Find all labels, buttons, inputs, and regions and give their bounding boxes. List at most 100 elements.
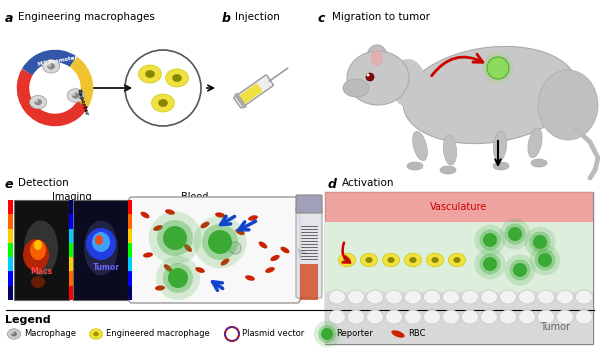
Text: c: c: [318, 12, 325, 25]
Text: Tumor: Tumor: [540, 322, 570, 332]
Text: a: a: [5, 12, 13, 25]
Ellipse shape: [404, 310, 421, 324]
Text: Vasculature: Vasculature: [430, 202, 488, 212]
Text: Legend: Legend: [5, 315, 50, 325]
Bar: [128, 200, 132, 214]
Ellipse shape: [443, 290, 460, 304]
Ellipse shape: [338, 253, 356, 267]
Bar: [73, 200, 128, 300]
Ellipse shape: [164, 264, 172, 272]
Ellipse shape: [391, 59, 425, 107]
Ellipse shape: [347, 310, 365, 324]
Ellipse shape: [235, 229, 245, 235]
Text: Plasmid vector: Plasmid vector: [242, 330, 304, 339]
Circle shape: [163, 226, 187, 250]
FancyArrowPatch shape: [212, 282, 223, 290]
Text: Detection: Detection: [18, 178, 69, 188]
Bar: [69, 272, 73, 286]
Ellipse shape: [343, 257, 350, 263]
Text: d: d: [328, 178, 337, 191]
Ellipse shape: [86, 228, 116, 260]
Ellipse shape: [448, 253, 466, 267]
Ellipse shape: [499, 290, 517, 304]
Ellipse shape: [575, 310, 593, 324]
Ellipse shape: [140, 212, 149, 218]
Circle shape: [487, 57, 509, 79]
Bar: [14, 200, 69, 300]
Ellipse shape: [367, 310, 383, 324]
Ellipse shape: [391, 330, 404, 338]
Ellipse shape: [386, 290, 403, 304]
FancyBboxPatch shape: [296, 195, 322, 213]
Ellipse shape: [184, 244, 192, 252]
Ellipse shape: [271, 255, 280, 261]
Ellipse shape: [461, 290, 479, 304]
Circle shape: [149, 212, 202, 264]
Text: RBC: RBC: [408, 330, 425, 339]
Text: e: e: [5, 178, 14, 191]
Ellipse shape: [72, 92, 79, 99]
Bar: [128, 272, 132, 286]
Ellipse shape: [155, 285, 165, 290]
Ellipse shape: [347, 51, 409, 105]
Bar: [8, 243, 13, 257]
Ellipse shape: [404, 253, 422, 267]
Ellipse shape: [528, 128, 542, 158]
Bar: [69, 243, 73, 257]
Bar: [128, 243, 132, 257]
Circle shape: [479, 229, 500, 250]
Ellipse shape: [31, 276, 45, 288]
Ellipse shape: [30, 240, 46, 260]
Circle shape: [72, 92, 76, 96]
Ellipse shape: [443, 310, 460, 324]
Text: Activation: Activation: [342, 178, 395, 188]
Bar: [300, 264, 318, 300]
Ellipse shape: [443, 135, 457, 165]
Bar: [128, 286, 132, 300]
Ellipse shape: [34, 240, 42, 250]
Ellipse shape: [29, 95, 47, 109]
Ellipse shape: [409, 257, 416, 263]
Bar: [69, 257, 73, 272]
Ellipse shape: [152, 94, 175, 112]
Circle shape: [475, 225, 505, 256]
Circle shape: [483, 53, 513, 83]
Text: Injection: Injection: [235, 12, 280, 22]
Ellipse shape: [347, 290, 365, 304]
FancyBboxPatch shape: [234, 75, 274, 108]
Ellipse shape: [200, 222, 209, 228]
Ellipse shape: [95, 235, 103, 245]
Ellipse shape: [557, 290, 574, 304]
Ellipse shape: [531, 159, 547, 167]
Circle shape: [513, 263, 527, 277]
Ellipse shape: [404, 290, 421, 304]
Text: Imaging: Imaging: [52, 192, 92, 202]
Circle shape: [168, 268, 188, 288]
Ellipse shape: [24, 220, 58, 276]
Circle shape: [157, 220, 193, 256]
Circle shape: [318, 325, 336, 343]
Ellipse shape: [92, 232, 110, 252]
Circle shape: [194, 216, 247, 268]
Ellipse shape: [245, 275, 255, 281]
Ellipse shape: [84, 220, 118, 276]
Ellipse shape: [195, 267, 205, 273]
Ellipse shape: [413, 131, 427, 160]
Bar: [69, 200, 73, 214]
Ellipse shape: [165, 209, 175, 215]
Bar: [69, 229, 73, 243]
Bar: [8, 272, 13, 286]
Text: Migration to tumor: Migration to tumor: [332, 12, 430, 22]
Ellipse shape: [367, 45, 387, 69]
Ellipse shape: [280, 247, 290, 253]
Circle shape: [508, 227, 522, 241]
Circle shape: [533, 235, 547, 249]
Text: M2 Promoter: M2 Promoter: [37, 55, 77, 67]
Bar: [325, 192, 593, 344]
Ellipse shape: [89, 329, 103, 339]
FancyArrowPatch shape: [239, 221, 256, 230]
Circle shape: [202, 224, 238, 260]
Text: Engineering macrophages: Engineering macrophages: [18, 12, 155, 22]
Circle shape: [367, 73, 370, 77]
Ellipse shape: [23, 239, 49, 271]
